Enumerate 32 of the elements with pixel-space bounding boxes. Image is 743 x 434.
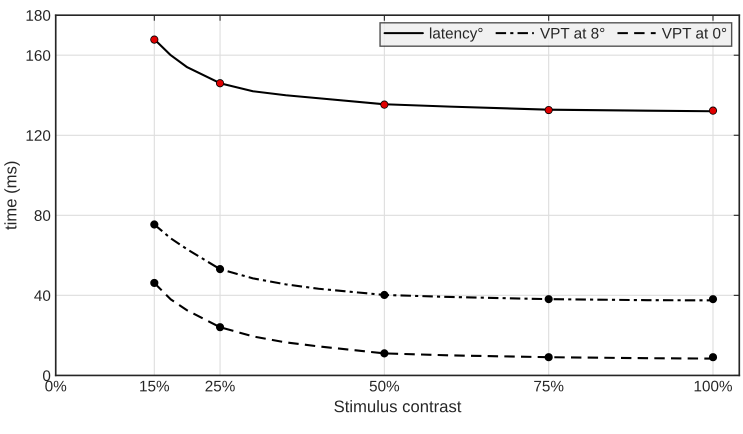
- legend-label: latency°: [430, 27, 483, 42]
- point: [150, 278, 158, 288]
- point: [380, 290, 388, 300]
- point: [544, 295, 553, 304]
- point: [544, 353, 553, 362]
- x-tick-label: 75%: [534, 380, 564, 392]
- x-tick-label: 25%: [206, 380, 235, 392]
- point: [216, 265, 224, 274]
- point: [708, 106, 718, 115]
- point: [708, 295, 718, 304]
- point: [216, 323, 224, 332]
- y-tick-label: 180: [26, 10, 50, 21]
- point: [216, 79, 224, 88]
- x-tick-label: 50%: [370, 380, 400, 392]
- y-tick-label: 80: [34, 210, 50, 221]
- point: [380, 100, 388, 109]
- y-tick-label: 40: [34, 290, 50, 302]
- y-tick-label: 120: [26, 130, 50, 141]
- legend-label: VPT at 0°: [662, 28, 726, 39]
- x-tick-label: 15%: [140, 380, 170, 392]
- y-tick-label: 160: [26, 50, 50, 61]
- x-axis-title: Stimulus contrast: [334, 400, 462, 412]
- point: [150, 220, 158, 229]
- legend-label: VPT at 8°: [540, 28, 604, 39]
- x-tick-label: 0%: [45, 380, 66, 392]
- x-tick-label: 100%: [694, 380, 732, 392]
- point: [708, 353, 718, 362]
- point: [150, 36, 158, 44]
- point: [380, 349, 388, 358]
- y-tick-label: 0: [42, 370, 50, 382]
- y-axis-title: time (ms): [4, 162, 20, 230]
- point: [544, 106, 553, 114]
